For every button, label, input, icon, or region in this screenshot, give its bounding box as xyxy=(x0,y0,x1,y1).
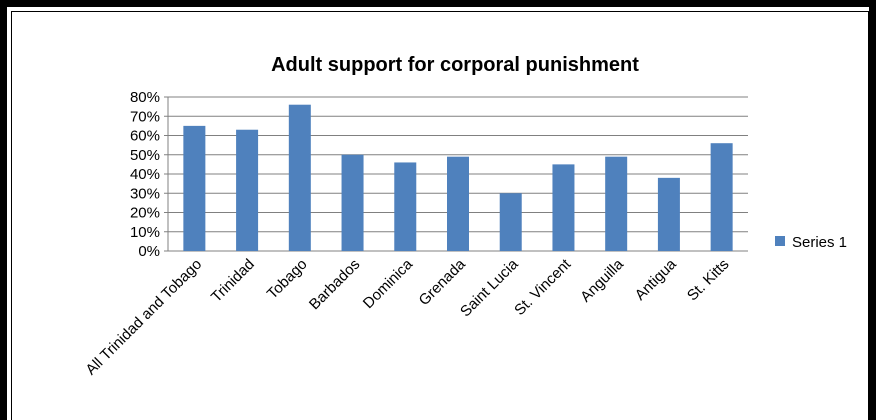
bar xyxy=(447,156,469,251)
y-tick-label: 20% xyxy=(130,205,160,222)
x-category-label: Antigua xyxy=(632,255,680,303)
bars xyxy=(183,104,733,251)
bar xyxy=(552,164,575,251)
y-tick-label: 50% xyxy=(130,147,160,164)
legend-label: Series 1 xyxy=(792,234,847,251)
y-tick-label: 60% xyxy=(130,128,160,145)
x-category-label: Barbados xyxy=(306,256,363,313)
chart-border xyxy=(11,11,869,420)
x-axis-labels: All Trinidad and Tobago Trinidad TobagoBar… xyxy=(82,255,732,378)
x-category-label: All Trinidad and Tobago xyxy=(82,256,205,379)
bar xyxy=(183,125,206,251)
x-category-label: Saint Lucia xyxy=(457,255,522,320)
bar xyxy=(341,154,364,251)
bar xyxy=(394,162,417,251)
legend-swatch xyxy=(775,236,785,246)
bar xyxy=(657,177,680,251)
bar xyxy=(236,129,259,251)
y-axis-ticks: 0% 10% 20% 30% 40% 50% 60% 70% 80% xyxy=(130,89,160,260)
x-category-label: Dominica xyxy=(360,255,417,312)
x-category-label: Trinidad xyxy=(208,256,258,306)
y-tick-label: 10% xyxy=(130,224,160,241)
x-category-label: St. Kitts xyxy=(684,256,733,305)
x-category-label: St. Vincent xyxy=(511,255,575,319)
x-category-label: Grenada xyxy=(416,255,470,309)
y-tick-label: 70% xyxy=(130,108,160,125)
bar xyxy=(499,193,522,251)
y-tick-label: 40% xyxy=(130,166,160,183)
bar xyxy=(605,156,628,251)
x-category-label: Anguilla xyxy=(577,255,627,305)
y-tick-label: 30% xyxy=(130,185,160,202)
y-tick-label: 0% xyxy=(138,243,160,260)
chart-title: Adult support for corporal punishment xyxy=(271,54,639,76)
bar xyxy=(288,104,311,251)
x-category-label: Tobago xyxy=(264,256,311,303)
y-tick-label: 80% xyxy=(130,89,160,106)
bar xyxy=(710,143,733,251)
legend: Series 1 xyxy=(775,234,847,251)
